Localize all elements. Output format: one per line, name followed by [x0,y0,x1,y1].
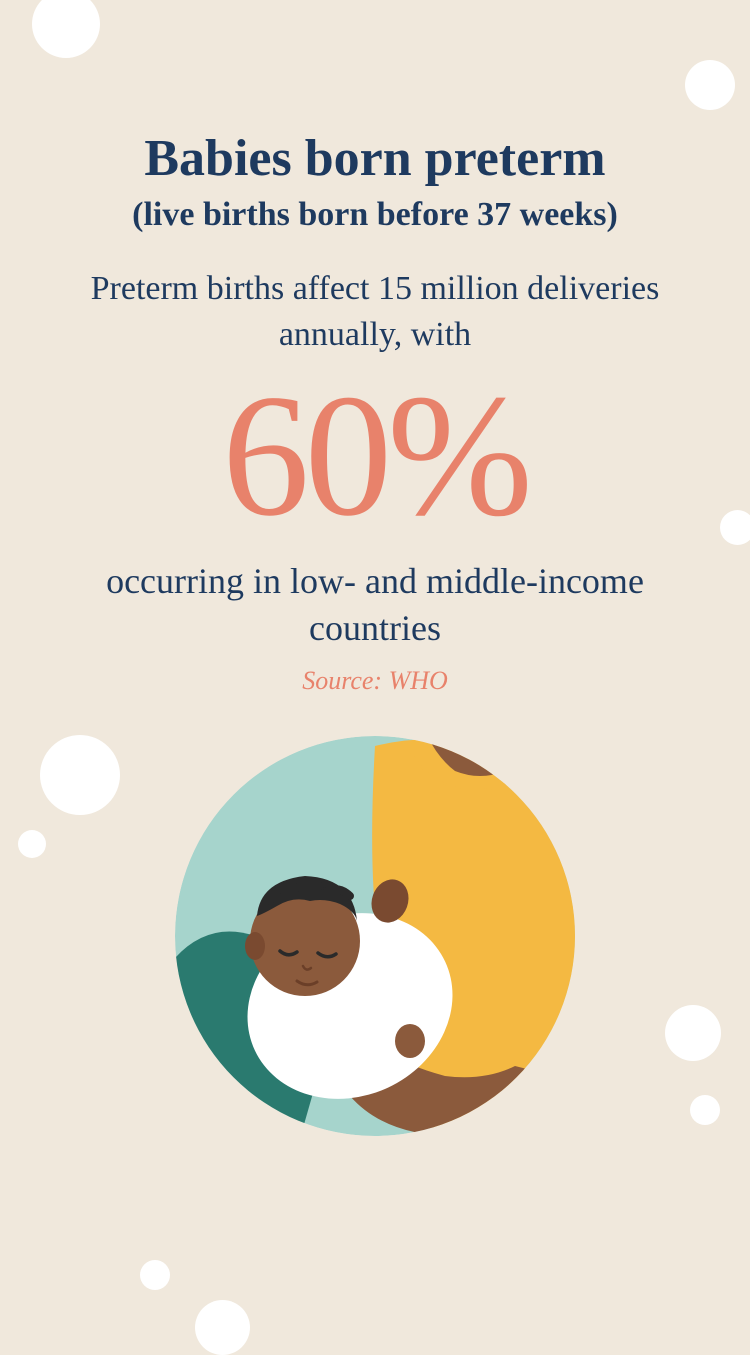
body-text-2: occurring in low- and middle-income coun… [60,558,690,652]
mother-baby-illustration [175,736,575,1136]
decorative-dot [140,1260,170,1290]
subtitle: (live births born before 37 weeks) [60,195,690,236]
infographic-content: Babies born preterm (live births born be… [0,0,750,1136]
decorative-dot [195,1300,250,1355]
source-citation: Source: WHO [60,666,690,696]
title: Babies born preterm [60,130,690,187]
percentage-stat: 60% [60,368,690,543]
body-text-1: Preterm births affect 15 million deliver… [60,266,690,358]
